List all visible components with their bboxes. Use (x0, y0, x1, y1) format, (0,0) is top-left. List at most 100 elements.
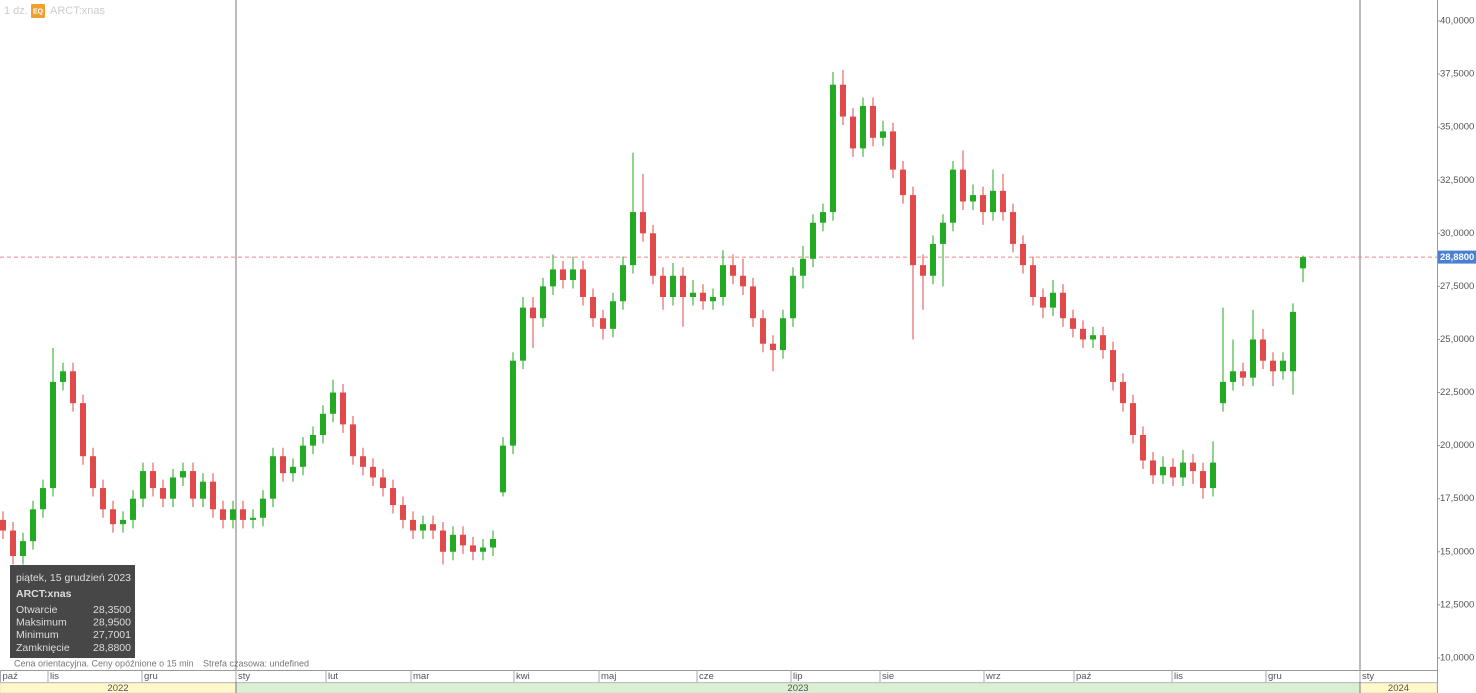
tooltip-bg (10, 565, 135, 658)
candle-body (650, 233, 656, 276)
candle-body (490, 539, 496, 548)
year-row: 2022 2023 2024 (0, 682, 1438, 693)
candle-body (100, 488, 106, 510)
candle-body (1100, 335, 1106, 351)
candle-body (750, 286, 756, 319)
candle-body (1060, 292, 1066, 319)
candle-body (960, 169, 966, 202)
candle-body (1030, 265, 1036, 297)
candle-body (1250, 339, 1256, 378)
candle-body (580, 269, 586, 297)
candle-body (190, 471, 196, 499)
candle-body (410, 519, 416, 531)
candle-body (270, 456, 276, 499)
candle-body (790, 275, 796, 319)
tooltip-row-label: Minimum (16, 629, 59, 641)
candle-body (1010, 212, 1016, 244)
candle-body (0, 519, 6, 531)
y-tick-label: 40,0000 (1440, 16, 1474, 27)
candle-body (700, 292, 706, 302)
tooltip-row-label: Maksimum (16, 616, 67, 628)
candle-body (550, 269, 556, 287)
candle-body (340, 392, 346, 425)
x-tick-label: gru (144, 671, 158, 682)
y-tick-label: 32,5000 (1440, 175, 1474, 186)
candle-body (630, 212, 636, 266)
candle-body (320, 413, 326, 435)
candle-body (200, 481, 206, 499)
tooltip-row-value: 28,3500 (93, 604, 131, 616)
candle-body (360, 456, 366, 467)
candle-body (1180, 462, 1186, 478)
x-tick-label: lis (50, 671, 59, 682)
candle-body (330, 392, 336, 414)
candle-body (180, 471, 186, 478)
candle-body (300, 445, 306, 467)
candle-body (350, 424, 356, 457)
y-tick-label: 20,0000 (1440, 440, 1474, 451)
candle-body (210, 481, 216, 510)
candle-body (500, 445, 506, 493)
tooltip-row-value: 28,9500 (93, 616, 131, 628)
badge-bg (31, 4, 45, 18)
candle-body (1000, 190, 1006, 213)
candle-body (930, 243, 936, 276)
candle-body (480, 547, 486, 552)
candle-body (840, 84, 846, 117)
candle-body (240, 509, 246, 520)
candle-body (1140, 434, 1146, 461)
candle-body (560, 269, 566, 281)
last-price-box (1438, 250, 1476, 264)
candle-body (10, 530, 16, 556)
tooltip-date: piątek, 15 grudzień 2023 (16, 572, 131, 584)
x-tick-label: lut (328, 671, 338, 682)
y-tick-label: 27,5000 (1440, 281, 1474, 292)
candle-body (1050, 292, 1056, 308)
candle-body (430, 524, 436, 531)
candle-body (220, 509, 226, 520)
candle-body (520, 307, 526, 361)
x-tick-label: sty (238, 671, 250, 682)
candle-body (570, 269, 576, 281)
candle-body (880, 131, 886, 138)
candle-body (40, 488, 46, 510)
y-tick-label: 35,0000 (1440, 122, 1474, 133)
y-tick-label: 30,0000 (1440, 228, 1474, 239)
candle-body (420, 524, 426, 531)
candle-body (810, 222, 816, 259)
candle-body (370, 466, 376, 478)
badge: EQ (33, 8, 44, 15)
candle-body (970, 195, 976, 202)
candle-body (450, 534, 456, 552)
candle-body (1150, 460, 1156, 476)
candle-body (20, 541, 26, 556)
tooltip-symbol: ARCT:xnas (16, 588, 72, 600)
candle-body (830, 84, 836, 213)
footer-timezone: Strefa czasowa: undefined (203, 658, 309, 668)
candle-body (1280, 360, 1286, 372)
y-tick-label: 37,5000 (1440, 69, 1474, 80)
candle-body (460, 534, 466, 546)
candle-body (680, 275, 686, 297)
candle-body (110, 509, 116, 525)
candle-body (1190, 462, 1196, 472)
candle-body (990, 190, 996, 213)
candle-body (590, 296, 596, 319)
candle-body (150, 471, 156, 489)
y-tick-label: 15,0000 (1440, 546, 1474, 557)
candle-body (470, 545, 476, 552)
candle-body (440, 530, 446, 552)
tooltip-row-label: Otwarcie (16, 604, 58, 616)
candle-body (1040, 296, 1046, 308)
candle-body (540, 286, 546, 319)
y-tick-label: 25,0000 (1440, 334, 1474, 345)
candle-body (950, 169, 956, 223)
candle-body (640, 212, 646, 234)
candle-body (140, 471, 146, 499)
candle-body (1200, 471, 1206, 489)
candle-body (1080, 328, 1086, 340)
candle-body (1210, 462, 1216, 489)
candle-body (1120, 381, 1126, 404)
